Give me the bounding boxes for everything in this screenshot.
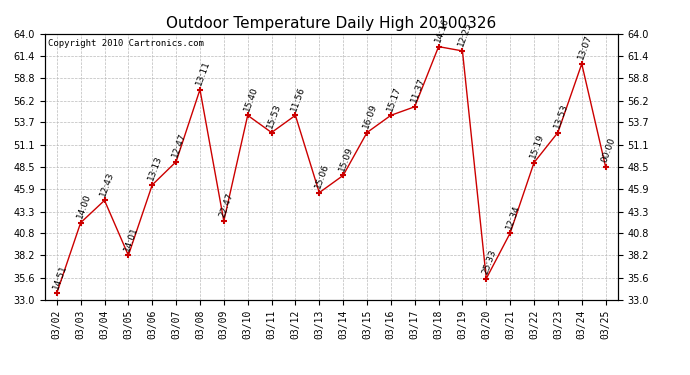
Text: 13:13: 13:13 [146, 155, 164, 182]
Text: 11:37: 11:37 [409, 76, 426, 104]
Text: 15:17: 15:17 [385, 85, 402, 112]
Text: 15:53: 15:53 [266, 102, 283, 130]
Text: 12:25: 12:25 [457, 21, 474, 48]
Text: 25:33: 25:33 [481, 249, 498, 276]
Text: 15:19: 15:19 [529, 132, 546, 160]
Text: 13:07: 13:07 [576, 34, 593, 61]
Text: 11:56: 11:56 [290, 85, 307, 112]
Text: 13:11: 13:11 [195, 59, 212, 87]
Text: 12:47: 12:47 [170, 132, 188, 159]
Text: 22:47: 22:47 [218, 191, 235, 218]
Text: 14:16: 14:16 [433, 16, 450, 44]
Text: 13:53: 13:53 [552, 102, 569, 130]
Text: 00:00: 00:00 [600, 137, 618, 164]
Text: 15:40: 15:40 [242, 85, 259, 112]
Text: 14:01: 14:01 [123, 225, 140, 252]
Text: 12:34: 12:34 [504, 203, 522, 230]
Text: 15:09: 15:09 [337, 145, 355, 172]
Text: Copyright 2010 Cartronics.com: Copyright 2010 Cartronics.com [48, 39, 204, 48]
Text: 12:43: 12:43 [99, 170, 116, 198]
Title: Outdoor Temperature Daily High 20100326: Outdoor Temperature Daily High 20100326 [166, 16, 496, 31]
Text: 15:06: 15:06 [313, 162, 331, 190]
Text: 16:09: 16:09 [362, 102, 379, 130]
Text: 14:51: 14:51 [51, 263, 68, 290]
Text: 14:00: 14:00 [75, 193, 92, 220]
